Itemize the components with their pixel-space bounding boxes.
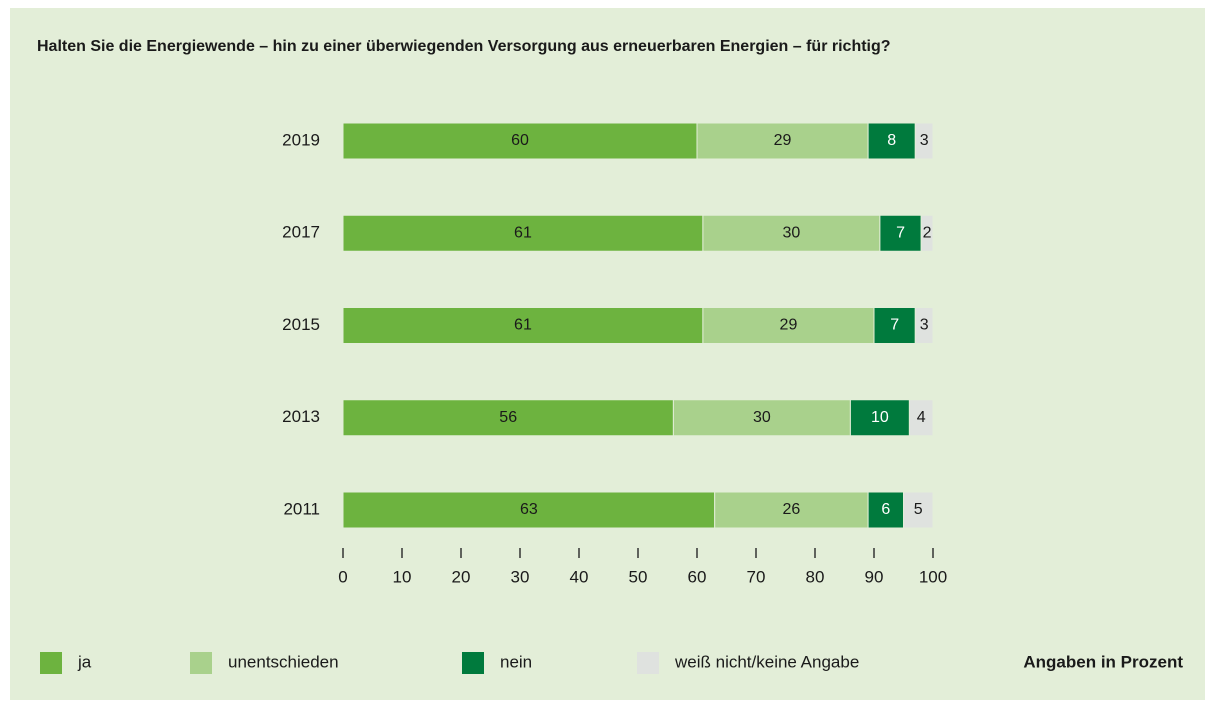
x-tick-label: 60: [688, 567, 707, 586]
bar-segment: [672, 399, 851, 437]
y-tick-label: 2011: [283, 499, 320, 518]
bar-segment: [849, 399, 910, 437]
y-tick-label: 2017: [282, 223, 320, 242]
data-label: 29: [774, 132, 792, 149]
x-tick-label: 80: [806, 567, 825, 586]
x-tick-label: 70: [747, 567, 766, 586]
data-label: 30: [783, 224, 801, 241]
data-label: 26: [783, 501, 801, 518]
bar-segment: [914, 307, 934, 344]
y-tick-label: 2019: [282, 130, 320, 149]
chart-title: Halten Sie die Energiewende – hin zu ein…: [37, 38, 891, 55]
bar-segment: [867, 491, 904, 529]
data-label: 2: [923, 224, 932, 241]
panel: [10, 8, 1205, 700]
legend-swatch: [40, 652, 62, 674]
y-tick-label: 2013: [282, 407, 320, 426]
legend-label: nein: [500, 652, 532, 671]
bar-segment: [696, 122, 869, 160]
bar-segment: [879, 214, 922, 252]
legend-swatch: [190, 652, 212, 674]
bar-segment: [920, 214, 934, 252]
data-label: 10: [871, 409, 889, 426]
data-label: 7: [896, 224, 905, 241]
data-label: 60: [511, 132, 529, 149]
data-label: 3: [920, 317, 929, 334]
bar-segment: [342, 399, 674, 437]
x-tick-label: 20: [452, 567, 471, 586]
x-tick-label: 90: [865, 567, 884, 586]
bar-segment: [873, 307, 916, 344]
data-label: 3: [920, 132, 929, 149]
legend-swatch: [637, 652, 659, 674]
x-tick-label: 50: [629, 567, 648, 586]
data-label: 56: [499, 409, 517, 426]
legend-label: ja: [77, 652, 92, 671]
bar-segment: [342, 307, 704, 344]
data-label: 61: [514, 224, 532, 241]
x-tick-label: 30: [511, 567, 530, 586]
x-tick-label: 100: [919, 567, 947, 586]
data-label: 8: [887, 132, 896, 149]
data-label: 63: [520, 501, 538, 518]
bar-segment: [914, 122, 934, 160]
x-tick-label: 0: [338, 567, 347, 586]
x-tick-label: 40: [570, 567, 589, 586]
bar-segment: [903, 491, 934, 529]
data-label: 4: [917, 409, 926, 426]
data-label: 6: [881, 501, 890, 518]
legend-label: unentschieden: [228, 652, 339, 671]
data-label: 29: [780, 317, 798, 334]
data-label: 30: [753, 409, 771, 426]
bar-segment: [714, 491, 869, 529]
note: Angaben in Prozent: [1023, 652, 1183, 671]
legend-swatch: [462, 652, 484, 674]
data-label: 61: [514, 317, 532, 334]
legend-label: weiß nicht/keine Angabe: [674, 652, 859, 671]
y-tick-label: 2015: [282, 315, 320, 334]
bar-segment: [342, 122, 698, 160]
bar-segment: [908, 399, 934, 437]
data-label: 7: [890, 317, 899, 334]
x-tick-label: 10: [393, 567, 412, 586]
data-label: 5: [914, 501, 923, 518]
bar-segment: [342, 491, 716, 529]
